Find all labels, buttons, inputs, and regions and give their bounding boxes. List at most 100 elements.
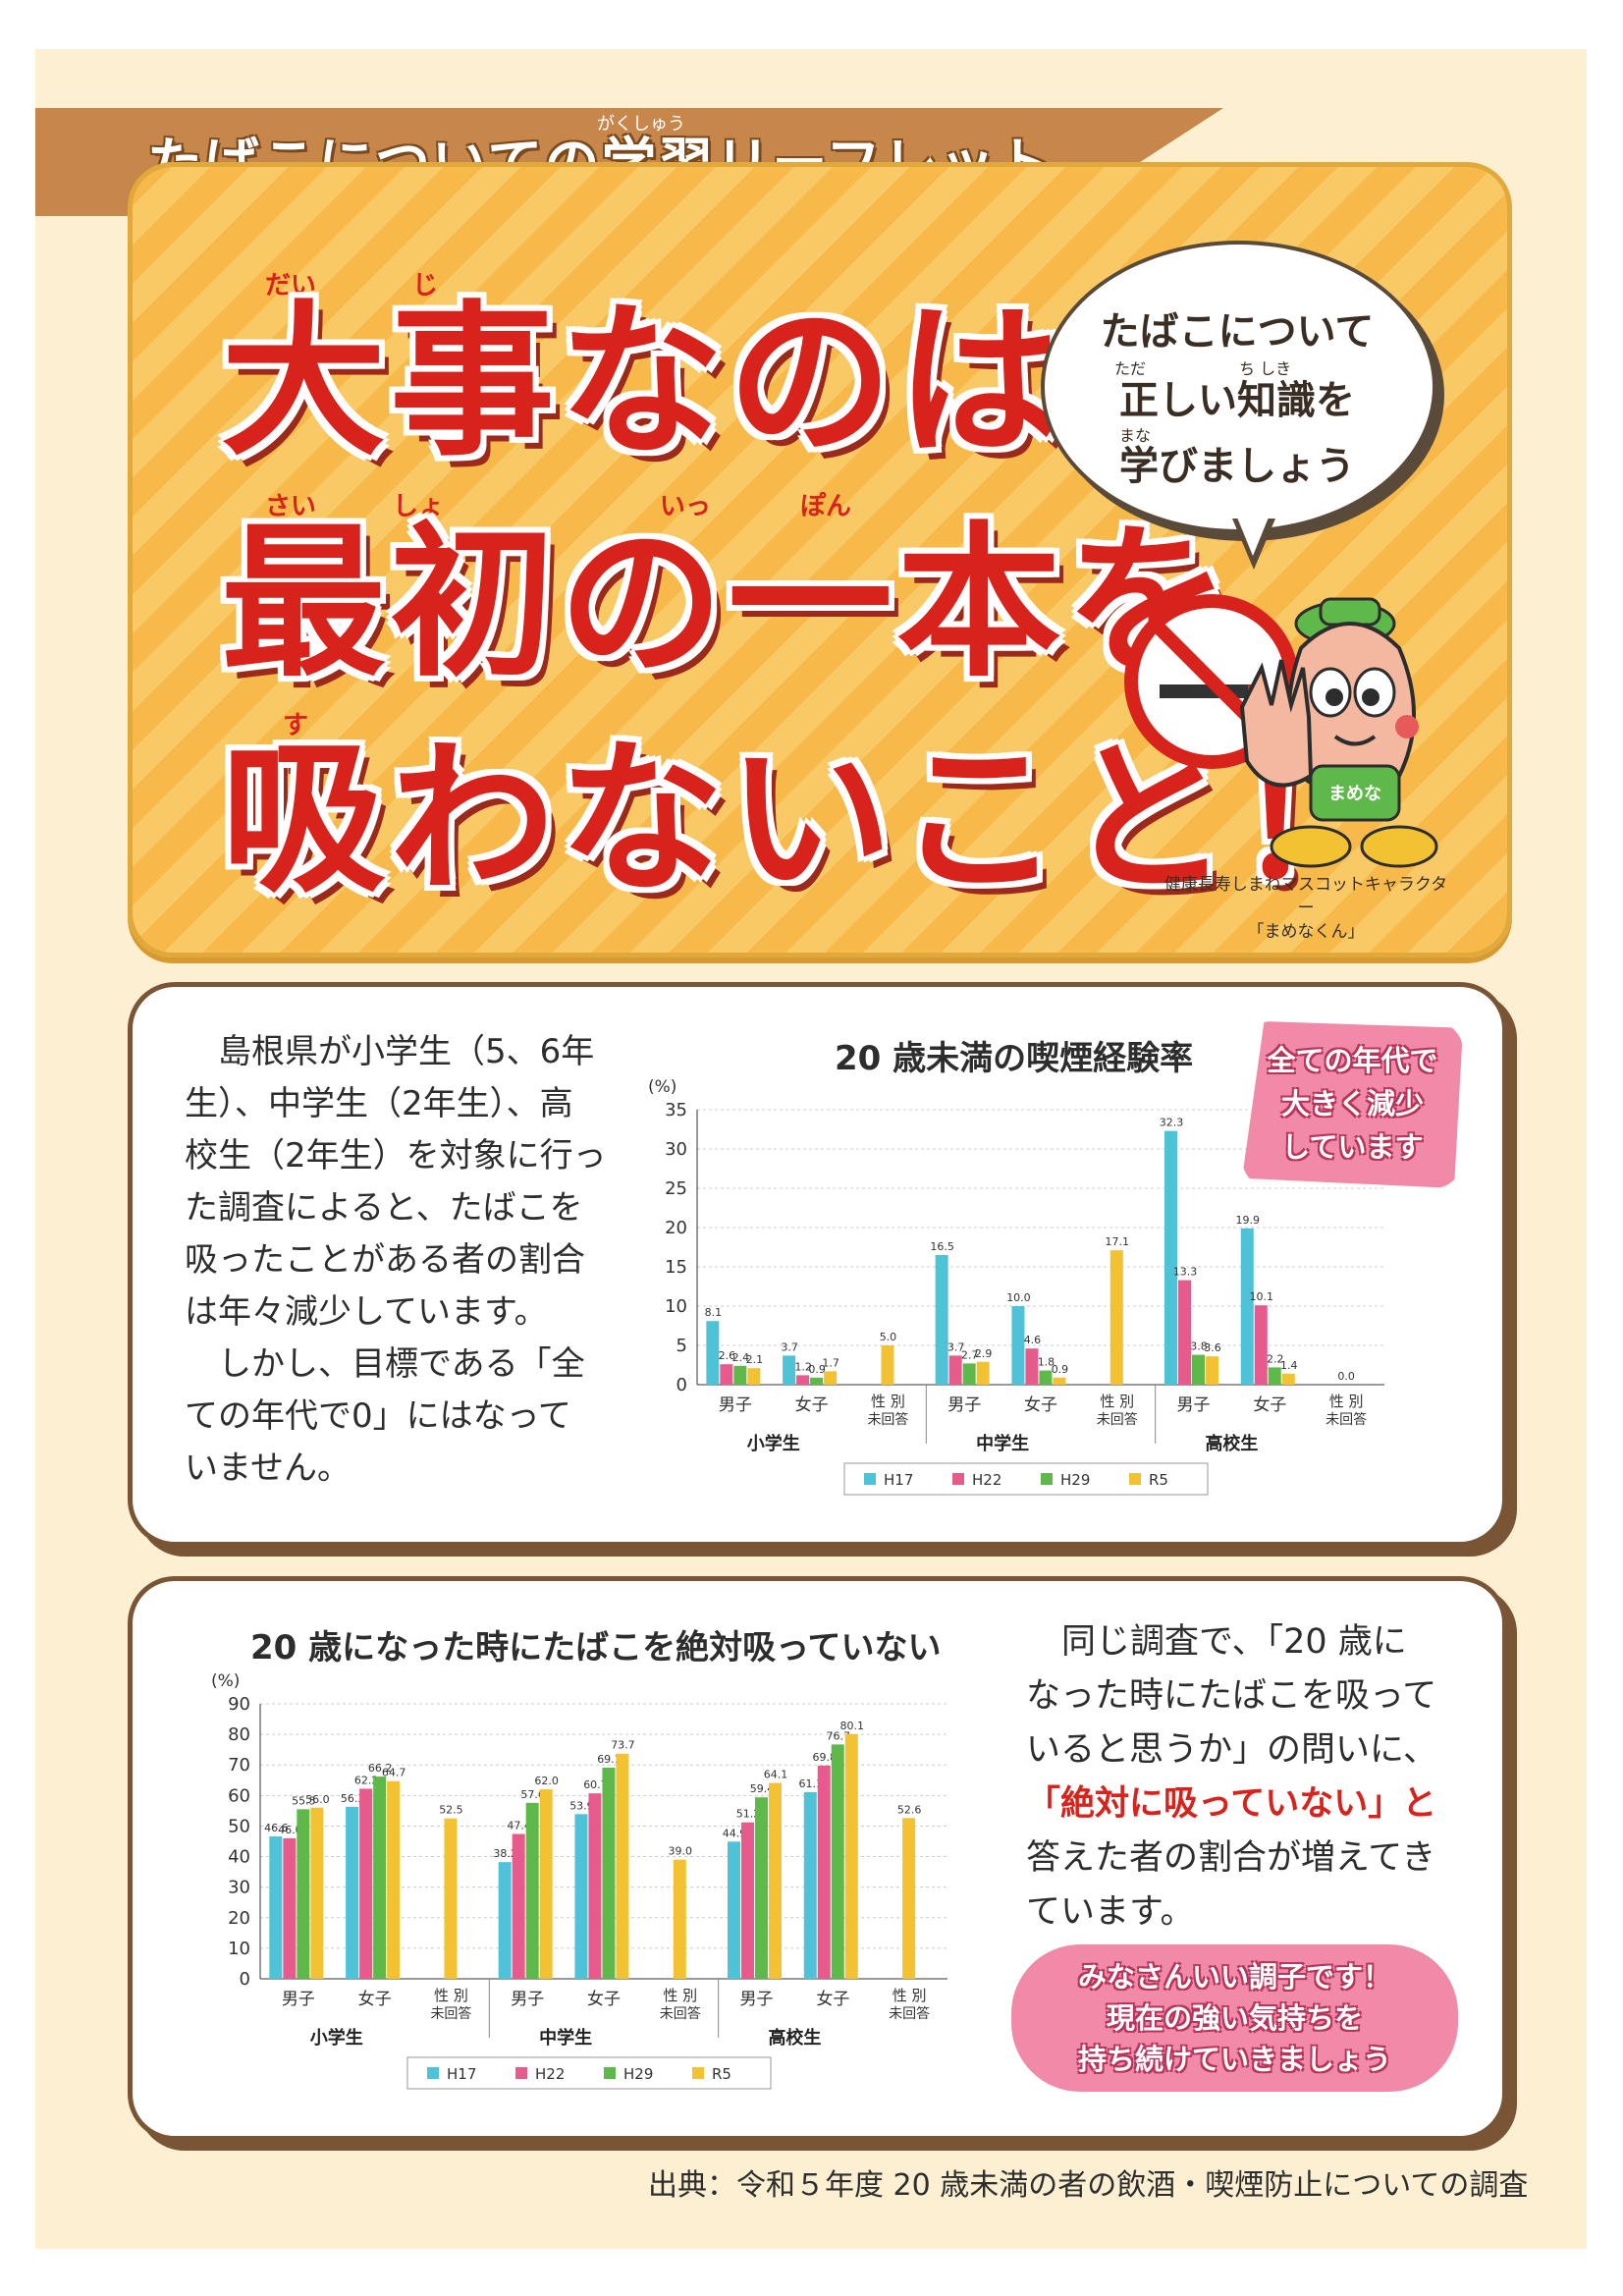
y-axis-unit: (%) <box>648 1077 676 1097</box>
bar-H17 <box>1011 1306 1025 1385</box>
bar-value-label: 61.1 <box>799 1777 824 1790</box>
bar-H22 <box>1025 1348 1039 1385</box>
panel2-text: 同じ調査で、「20 歳に なった時にたばこを吸って いると思うか」の問いに、 「… <box>1026 1615 1437 1940</box>
bar-value-label: 2.4 <box>732 1351 750 1364</box>
bar-value-label: 56.3 <box>341 1792 365 1805</box>
bar-R5 <box>1281 1373 1295 1385</box>
bar-value-label: 56.0 <box>305 1793 330 1806</box>
y-tick-label: 0 <box>240 1969 250 1990</box>
panel1-text: 島根県が小学生（5、6年 生）、中学生（2年生）、高 校生（2年生）を対象に行っ… <box>185 1026 607 1495</box>
legend-swatch-H29 <box>604 2067 616 2079</box>
bar-R5 <box>844 1733 858 1979</box>
mascot-caption-line1: 健康長寿しまねマスコットキャラクター <box>1163 875 1448 918</box>
bar-H17 <box>1240 1228 1254 1385</box>
group-label: 小学生 <box>310 2027 363 2049</box>
bubble-line3: 学びましょう <box>1119 444 1355 489</box>
x-tick-label-sub: 未回答 <box>1325 1411 1367 1428</box>
x-tick-label-sub: 未回答 <box>867 1411 908 1428</box>
legend-label: H17 <box>447 2065 476 2083</box>
legend-swatch-H17 <box>427 2067 439 2079</box>
bar-H29 <box>810 1377 824 1385</box>
x-tick-label: 女子 <box>1024 1395 1057 1415</box>
x-tick-label: 女子 <box>358 1990 392 2009</box>
bar-H29 <box>1039 1370 1053 1385</box>
headline-line2: 最初の一本を <box>221 507 1234 699</box>
panel1-line: いません。 <box>185 1449 351 1488</box>
group-label: 小学生 <box>747 1433 800 1454</box>
bar-value-label: 62.0 <box>534 1775 559 1787</box>
x-tick-label: 男子 <box>947 1395 981 1415</box>
bar-value-label: 46.6 <box>264 1822 289 1834</box>
bar-R5 <box>673 1859 686 1979</box>
bar-H29 <box>831 1744 844 1979</box>
bar-H29 <box>297 1809 310 1979</box>
mascot-caption: 健康長寿しまねマスコットキャラクター 「まめなくん」 <box>1159 874 1453 944</box>
panel2-line-highlight: 「絶対に吸っていない」と <box>1026 1784 1437 1824</box>
x-tick-label: 男子 <box>511 1990 544 2009</box>
badge1-line: 全ての年代で <box>1267 1044 1438 1077</box>
bar-value-label: 8.1 <box>705 1306 723 1319</box>
bar-R5 <box>310 1807 324 1979</box>
bar-value-label: 55.5 <box>292 1794 316 1807</box>
x-tick-label: 性 別 <box>1100 1393 1134 1410</box>
bar-H29 <box>1268 1367 1281 1385</box>
x-tick-label: 男子 <box>1177 1395 1211 1415</box>
bar-value-label: 59.4 <box>750 1782 775 1795</box>
group-label: 高校生 <box>1205 1433 1258 1454</box>
bar-R5 <box>1109 1250 1123 1385</box>
bar-value-label: 19.9 <box>1236 1214 1261 1227</box>
bar-R5 <box>387 1780 401 1979</box>
bar-R5 <box>1206 1356 1218 1385</box>
y-axis-unit: (%) <box>211 1671 240 1691</box>
ruby-sai: さい <box>265 492 317 521</box>
badge1-line: しています <box>1281 1130 1424 1164</box>
ribbon-ruby: がくしゅう <box>597 114 685 135</box>
bar-R5 <box>747 1368 761 1385</box>
y-tick-label: 35 <box>665 1100 687 1121</box>
source-citation: 出典：令和５年度 20 歳未満の者の飲酒・喫煙防止についての調査 <box>648 2168 1529 2203</box>
bar-value-label: 1.4 <box>1280 1359 1298 1372</box>
badge-decrease: 全ての年代で 大きく減少 しています <box>1242 1021 1463 1188</box>
y-tick-label: 40 <box>228 1847 250 1868</box>
x-tick-label: 性 別 <box>871 1393 905 1410</box>
bar-H29 <box>525 1802 539 1979</box>
panel2-line: ています。 <box>1026 1892 1195 1932</box>
bar-value-label: 2.9 <box>975 1347 993 1360</box>
x-tick-label: 性 別 <box>663 1987 697 2004</box>
y-tick-label: 50 <box>228 1816 250 1836</box>
badge2-line: 持ち続けていきましょう <box>1077 2043 1391 2076</box>
bar-R5 <box>616 1753 629 1979</box>
bar-value-label: 3.7 <box>947 1340 965 1353</box>
bar-R5 <box>769 1782 782 1979</box>
bar-H22 <box>741 1822 754 1979</box>
bubble-ruby-mana: まな <box>1119 426 1152 445</box>
x-tick-label: 女子 <box>587 1990 621 2009</box>
bar-value-label: 2.1 <box>746 1353 764 1366</box>
x-tick-label: 性 別 <box>1329 1393 1364 1410</box>
panel2-line: いると思うか」の問いに、 <box>1026 1730 1437 1770</box>
legend-swatch-H22 <box>952 1473 964 1485</box>
bar-H22 <box>1178 1280 1191 1385</box>
bar-H22 <box>720 1364 733 1385</box>
legend-swatch-R5 <box>1129 1473 1141 1485</box>
bar-value-label: 39.0 <box>669 1845 693 1858</box>
chart1-smoking-experience: (%)051015202530358.12.62.42.1男子3.71.20.9… <box>648 1077 1384 1496</box>
panel1-line: は年々減少しています。 <box>185 1292 548 1332</box>
ruby-ji: じ <box>412 271 439 301</box>
y-tick-label: 10 <box>228 1939 250 1959</box>
bar-H22 <box>283 1837 297 1979</box>
bar-H22 <box>817 1765 831 1979</box>
bar-value-label: 1.7 <box>822 1356 839 1369</box>
bar-value-label: 44.9 <box>723 1827 747 1839</box>
legend-label: H22 <box>972 1471 1001 1489</box>
bar-value-label: 80.1 <box>840 1720 865 1732</box>
panel2-line: 答えた者の割合が増えてき <box>1026 1838 1436 1878</box>
bar-H17 <box>728 1841 740 1979</box>
y-tick-label: 30 <box>665 1139 687 1160</box>
bar-value-label: 3.6 <box>1204 1341 1221 1354</box>
panel2-line: 同じ調査で、「20 歳に <box>1061 1622 1407 1662</box>
bar-value-label: 0.9 <box>808 1363 826 1376</box>
bar-value-label: 62.2 <box>354 1774 379 1786</box>
ruby-dai: だい <box>265 271 317 301</box>
bar-R5 <box>824 1371 838 1385</box>
